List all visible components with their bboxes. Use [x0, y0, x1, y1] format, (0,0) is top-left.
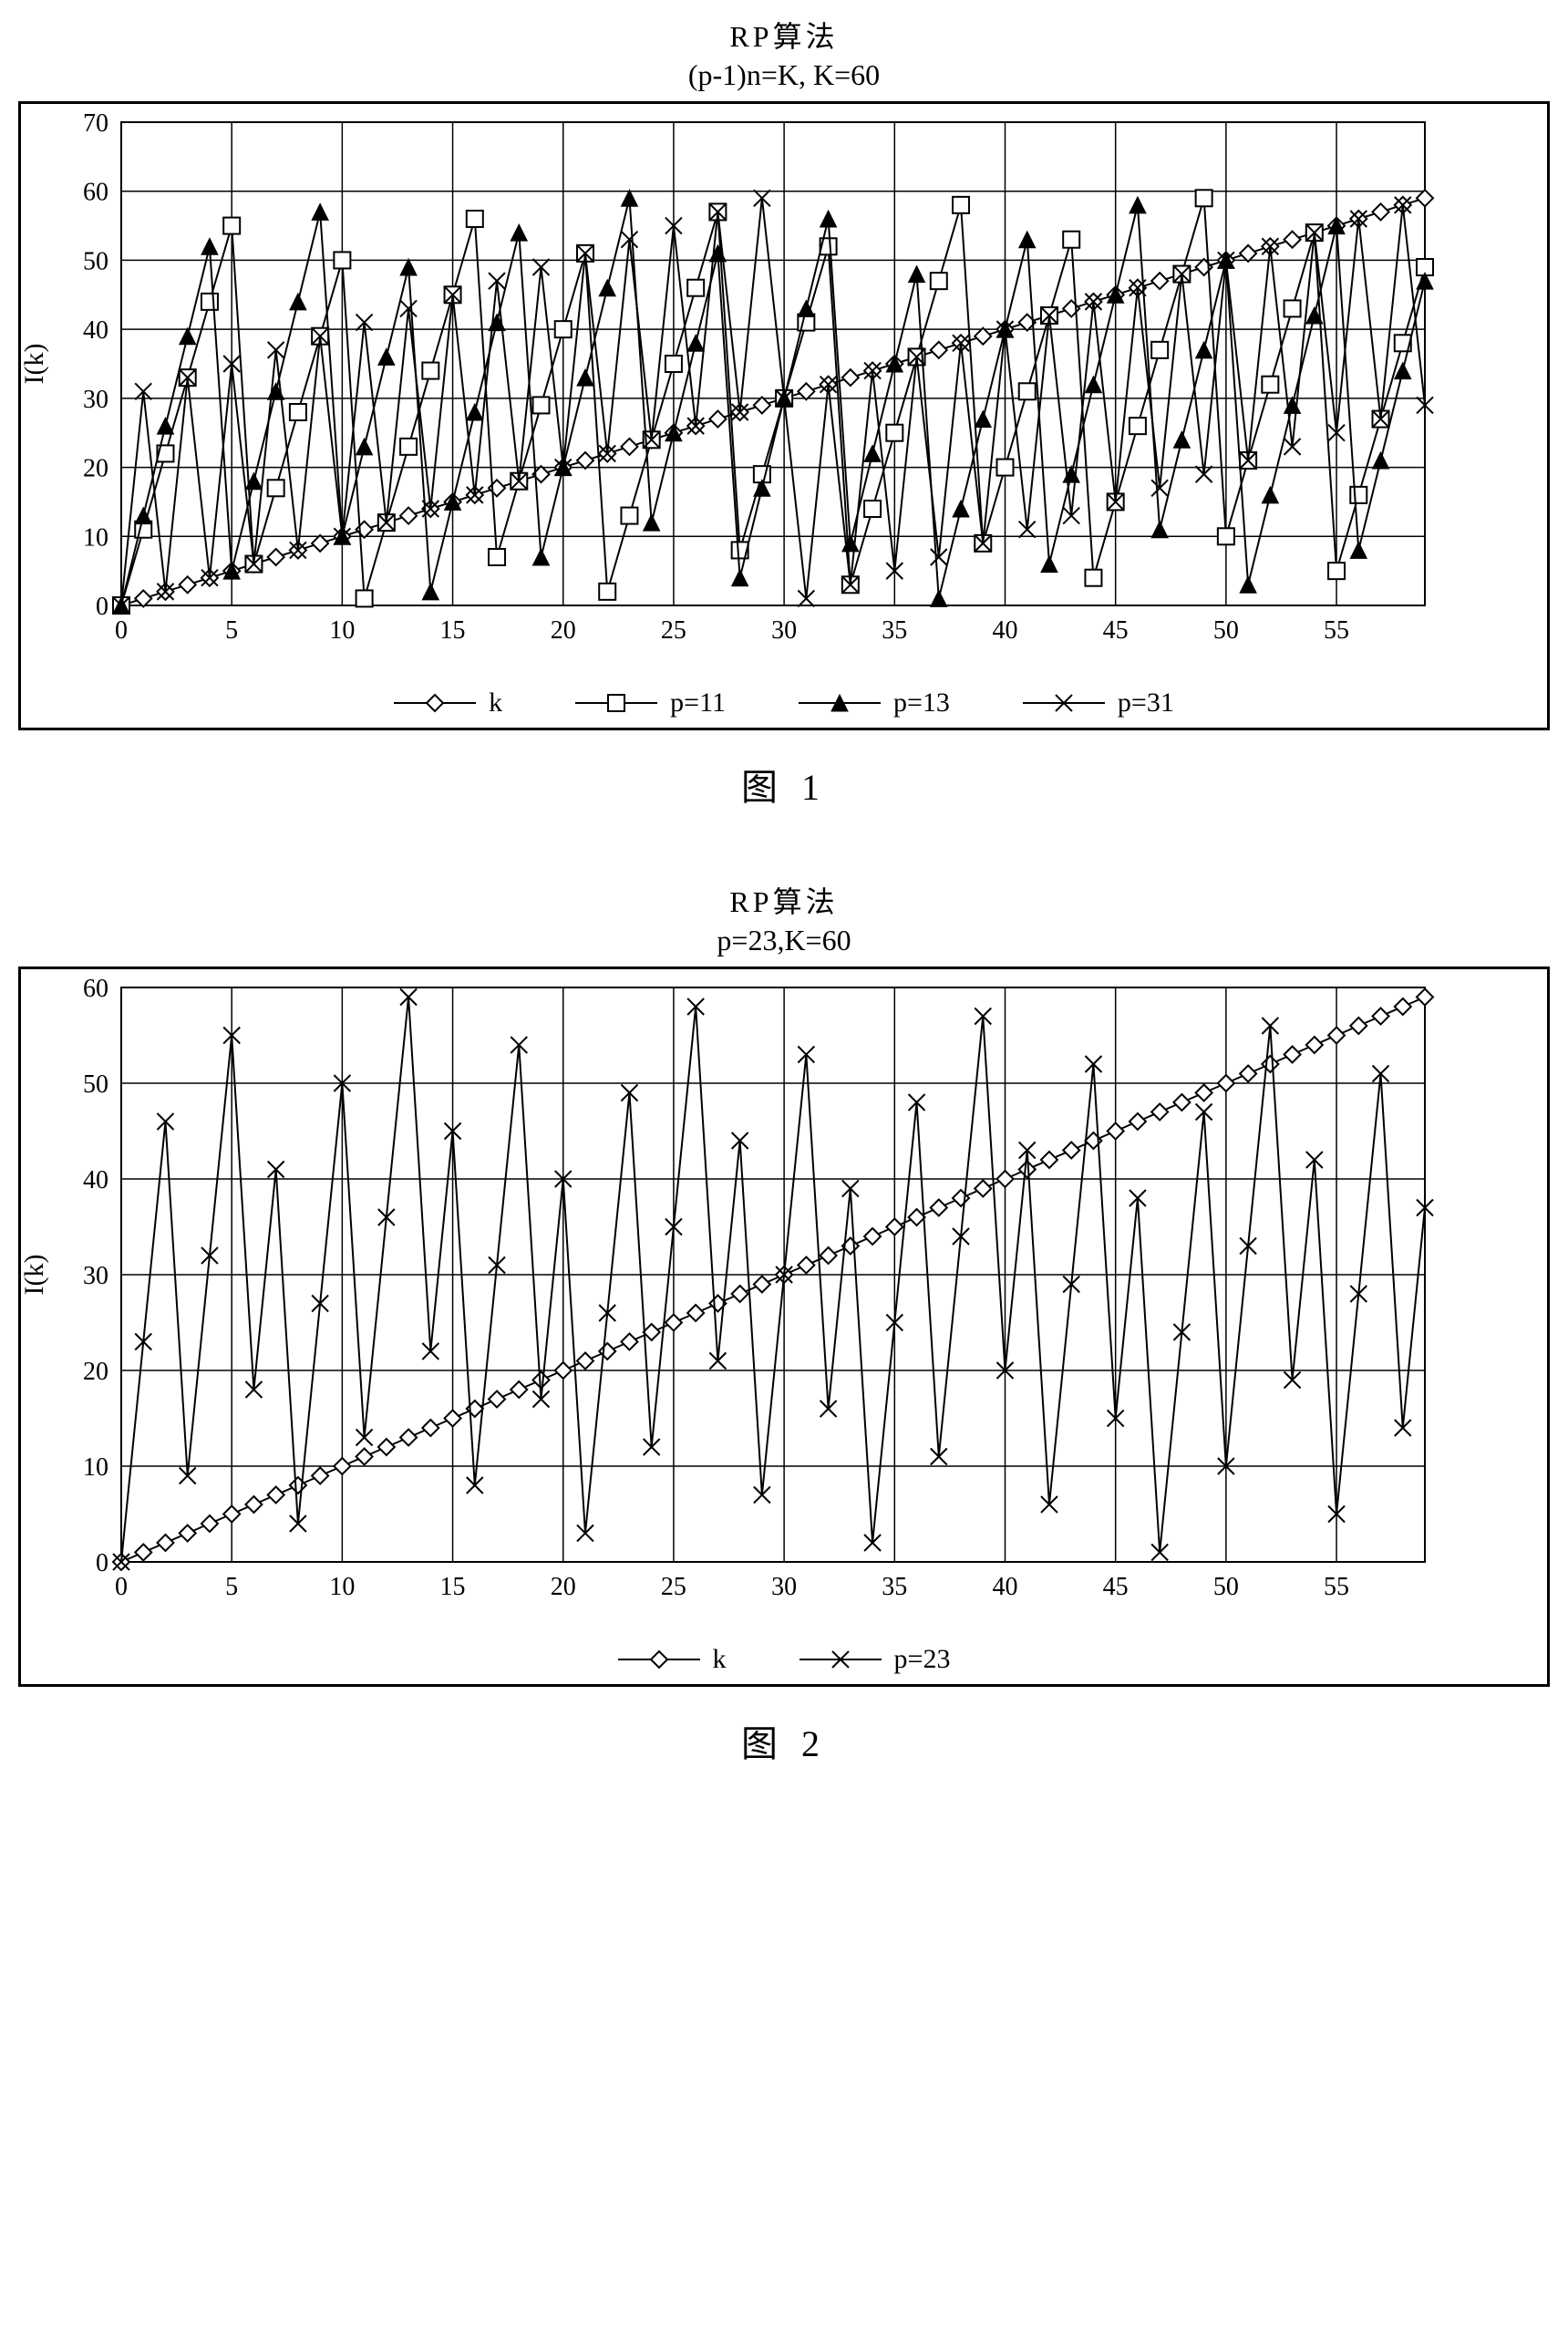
svg-text:5: 5	[225, 1573, 238, 1601]
svg-text:15: 15	[440, 1573, 466, 1601]
legend-item: p=13	[799, 687, 950, 718]
svg-text:55: 55	[1324, 1573, 1349, 1601]
svg-text:35: 35	[882, 1573, 907, 1601]
svg-text:20: 20	[551, 1573, 576, 1601]
svg-text:I(k): I(k)	[21, 1255, 49, 1296]
svg-text:30: 30	[771, 1573, 797, 1601]
svg-text:50: 50	[83, 1070, 108, 1099]
chart2-title-line2: p=23,K=60	[717, 924, 851, 956]
svg-text:20: 20	[551, 616, 576, 645]
svg-text:60: 60	[83, 975, 108, 1003]
legend-swatch	[799, 689, 881, 717]
svg-text:10: 10	[83, 1453, 108, 1482]
svg-text:10: 10	[329, 616, 355, 645]
chart1-frame: 0 10 20 30 40 50 60 70 0 5 10 15 20 25 30 35 40 45 50 55 I(k…	[18, 101, 1550, 730]
chart2-title-line1: RP算法	[729, 885, 838, 918]
chart2-legend: k p=23	[21, 1626, 1547, 1684]
svg-text:35: 35	[882, 616, 907, 645]
svg-text:50: 50	[1213, 1573, 1239, 1601]
svg-text:10: 10	[329, 1573, 355, 1601]
svg-text:40: 40	[83, 1166, 108, 1194]
legend-swatch	[394, 689, 476, 717]
legend-label: k	[713, 1644, 727, 1675]
svg-text:55: 55	[1324, 616, 1349, 645]
figure-1: RP算法 (p-1)n=K, K=60 0 10 20 30 40 50 60 70 0 5 10 1…	[18, 18, 1550, 811]
chart1-legend: k p=11 p=13 p=31	[21, 669, 1547, 728]
legend-swatch	[618, 1646, 700, 1673]
legend-item: k	[394, 687, 502, 718]
legend-label: p=23	[894, 1644, 951, 1675]
legend-item: p=31	[1023, 687, 1174, 718]
svg-text:0: 0	[96, 1549, 108, 1577]
legend-item: k	[618, 1644, 727, 1675]
page: RP算法 (p-1)n=K, K=60 01020304050607005101…	[18, 18, 1550, 1767]
svg-text:20: 20	[83, 455, 108, 483]
svg-text:30: 30	[83, 1262, 108, 1290]
svg-text:20: 20	[83, 1358, 108, 1386]
legend-swatch	[575, 689, 657, 717]
figure2-caption: 图 2	[18, 1714, 1550, 1767]
svg-text:45: 45	[1103, 616, 1129, 645]
chart1-svg: 0 10 20 30 40 50 60 70 0 5 10 15 20 25 30 35 40 45 50 55 I(k…	[21, 104, 1443, 669]
svg-text:30: 30	[771, 616, 797, 645]
legend-item: p=11	[575, 687, 726, 718]
chart2-svg: 0 10 20 30 40 50 60 0 5 10 15 20 25 30 35 40 45 50 55 I(k)	[21, 969, 1443, 1626]
svg-text:15: 15	[440, 616, 466, 645]
svg-text:I(k): I(k)	[21, 344, 49, 385]
figure1-caption: 图 1	[18, 758, 1550, 811]
svg-text:0: 0	[96, 593, 108, 621]
legend-label: k	[489, 687, 502, 718]
svg-text:40: 40	[992, 1573, 1017, 1601]
svg-text:40: 40	[83, 316, 108, 345]
legend-label: p=13	[893, 687, 950, 718]
chart2-title: RP算法 p=23,K=60	[18, 884, 1550, 959]
legend-item: p=23	[799, 1644, 951, 1675]
chart2-frame: 01020304050600510152025303540455055I(k) …	[18, 967, 1550, 1687]
svg-text:60: 60	[83, 179, 108, 207]
svg-text:70: 70	[83, 109, 108, 138]
legend-swatch	[799, 1646, 882, 1673]
chart1-title-line1: RP算法	[729, 20, 838, 53]
svg-text:0: 0	[115, 616, 128, 645]
svg-text:10: 10	[83, 523, 108, 552]
legend-label: p=31	[1118, 687, 1174, 718]
legend-swatch	[1023, 689, 1105, 717]
svg-text:25: 25	[661, 1573, 686, 1601]
svg-text:5: 5	[225, 616, 238, 645]
svg-text:45: 45	[1103, 1573, 1129, 1601]
svg-text:50: 50	[1213, 616, 1239, 645]
svg-text:30: 30	[83, 386, 108, 414]
svg-text:50: 50	[83, 248, 108, 276]
legend-label: p=11	[670, 687, 726, 718]
chart1-title-line2: (p-1)n=K, K=60	[688, 58, 880, 91]
chart1-title: RP算法 (p-1)n=K, K=60	[18, 18, 1550, 94]
svg-text:0: 0	[115, 1573, 128, 1601]
svg-text:25: 25	[661, 616, 686, 645]
figure-2: RP算法 p=23,K=60 0 10 20 30 40 50 60 0 5 10 15 20 25 30…	[18, 884, 1550, 1767]
svg-text:40: 40	[992, 616, 1017, 645]
